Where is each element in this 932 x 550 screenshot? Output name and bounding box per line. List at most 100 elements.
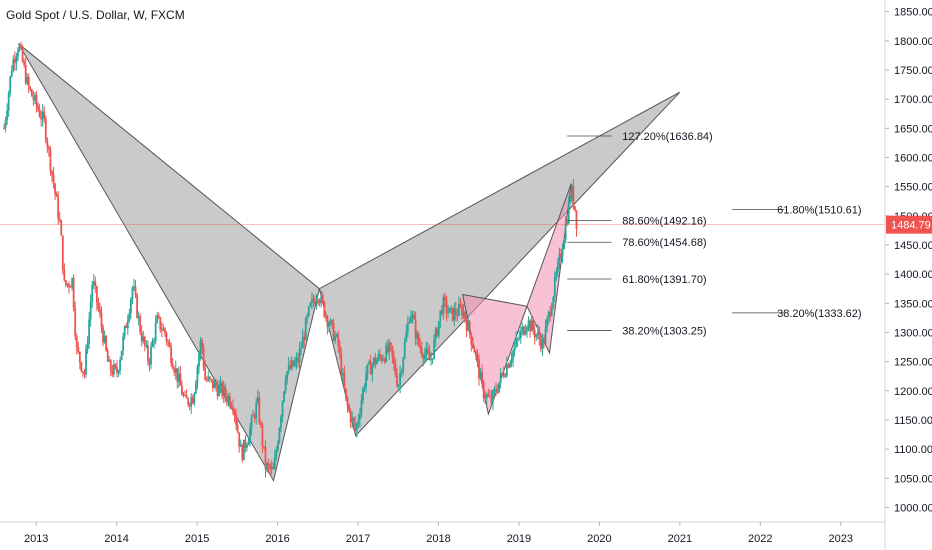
- y-tick-label: 1350.00: [894, 298, 932, 310]
- candle-body: [295, 358, 298, 363]
- candle-body: [151, 340, 154, 347]
- candle-body: [311, 298, 313, 303]
- candle-body: [261, 424, 264, 447]
- candle-body: [116, 366, 118, 374]
- candle-body: [386, 345, 389, 353]
- candle-body: [345, 388, 347, 399]
- fib-level-label: 38.20%(1333.62): [777, 308, 861, 320]
- candle-body: [150, 346, 152, 365]
- candle-body: [362, 388, 364, 401]
- candle-body: [417, 333, 420, 346]
- candle-body: [18, 45, 21, 51]
- candle-body: [100, 313, 103, 328]
- y-tick-label: 1200.00: [894, 386, 932, 398]
- fib-level-label: 78.60%(1454.68): [622, 237, 706, 249]
- candle-body: [515, 338, 518, 347]
- candle-body: [136, 294, 138, 318]
- candle-body: [453, 308, 456, 321]
- candle-body: [160, 329, 163, 331]
- candle-body: [303, 336, 306, 340]
- candle-body: [218, 385, 220, 396]
- candle-body: [470, 333, 473, 345]
- candle-body: [348, 405, 350, 411]
- candle-body: [170, 346, 173, 364]
- candle-body: [425, 348, 428, 354]
- candle-body: [403, 341, 406, 358]
- candle-body: [297, 358, 299, 363]
- candle-body: [411, 314, 414, 316]
- candle-body: [501, 373, 504, 375]
- fibonacci-levels[interactable]: 127.20%(1636.84) 88.60%(1492.16) 78.60%(14…: [567, 131, 862, 338]
- candle-body: [499, 373, 502, 383]
- candle-body: [140, 332, 143, 342]
- candle-body: [368, 361, 371, 364]
- candle-body: [324, 316, 327, 318]
- candle-body: [487, 394, 490, 397]
- candle-body: [440, 310, 443, 314]
- candle-body: [117, 370, 120, 374]
- gray-pattern-triangle[interactable]: [318, 91, 681, 437]
- candle-body: [179, 373, 182, 386]
- candle-body: [318, 300, 321, 304]
- candle-body: [420, 348, 423, 355]
- candle-body: [54, 183, 56, 194]
- candle-body: [283, 391, 285, 402]
- harmonic-patterns[interactable]: [18, 43, 681, 482]
- candle-body: [29, 87, 32, 90]
- x-tick-label: 2016: [265, 533, 289, 545]
- candle-body: [315, 300, 318, 305]
- candle-body: [530, 320, 533, 332]
- candle-body: [78, 351, 81, 363]
- candle-body: [159, 317, 162, 330]
- candle-body: [459, 304, 462, 307]
- candle-body: [266, 463, 268, 470]
- candle-body: [34, 94, 36, 101]
- fib-level-label: 38.20%(1303.25): [622, 326, 706, 338]
- candle-body: [570, 185, 573, 200]
- candle-body: [557, 261, 559, 273]
- candle-body: [85, 348, 87, 375]
- candle-body: [122, 336, 125, 351]
- candle-body: [201, 339, 203, 349]
- time-axis[interactable]: 2013 2014 2015 2016 2017 2018 2019 2020 2021 2022…: [0, 521, 885, 545]
- candle-body: [238, 432, 241, 447]
- candle-body: [109, 360, 112, 371]
- candle-body: [154, 322, 157, 341]
- price-axis[interactable]: 1000.00 1050.00 1100.00 1150.00 1200.00 1250.…: [884, 0, 932, 550]
- candle-body: [102, 327, 104, 343]
- y-tick-label: 1300.00: [894, 327, 932, 339]
- candle-body: [106, 350, 109, 362]
- candle-body: [80, 362, 83, 372]
- candle-body: [358, 414, 361, 420]
- fib-level-label: 88.60%(1492.16): [622, 215, 706, 227]
- candle-body: [125, 325, 128, 328]
- candle-body: [314, 301, 316, 305]
- candle-body: [488, 396, 491, 398]
- last-price-tag: 1484.79: [886, 215, 932, 234]
- candle-body: [512, 350, 514, 360]
- candle-body: [402, 357, 405, 372]
- candle-body: [555, 272, 558, 277]
- candle-body: [341, 372, 344, 376]
- candle-body: [437, 321, 440, 336]
- candle-body: [216, 387, 219, 396]
- candle-body: [284, 379, 287, 392]
- candle-body: [546, 318, 548, 328]
- x-tick-label: 2020: [587, 533, 611, 545]
- candle-body: [270, 466, 273, 469]
- candle-body: [566, 222, 569, 224]
- candle-body: [478, 359, 480, 379]
- candle-body: [550, 307, 553, 316]
- candle-body: [272, 466, 275, 470]
- candle-body: [532, 320, 535, 331]
- candle-body: [145, 345, 148, 347]
- candle-body: [164, 328, 166, 334]
- candle-body: [346, 398, 349, 406]
- candle-body: [574, 206, 576, 211]
- red-pattern-triangle[interactable]: [461, 293, 528, 416]
- candle-body: [148, 360, 151, 365]
- candle-body: [52, 173, 55, 184]
- gray-pattern-triangle[interactable]: [18, 43, 320, 482]
- fib-level-label: 61.80%(1510.61): [777, 205, 861, 217]
